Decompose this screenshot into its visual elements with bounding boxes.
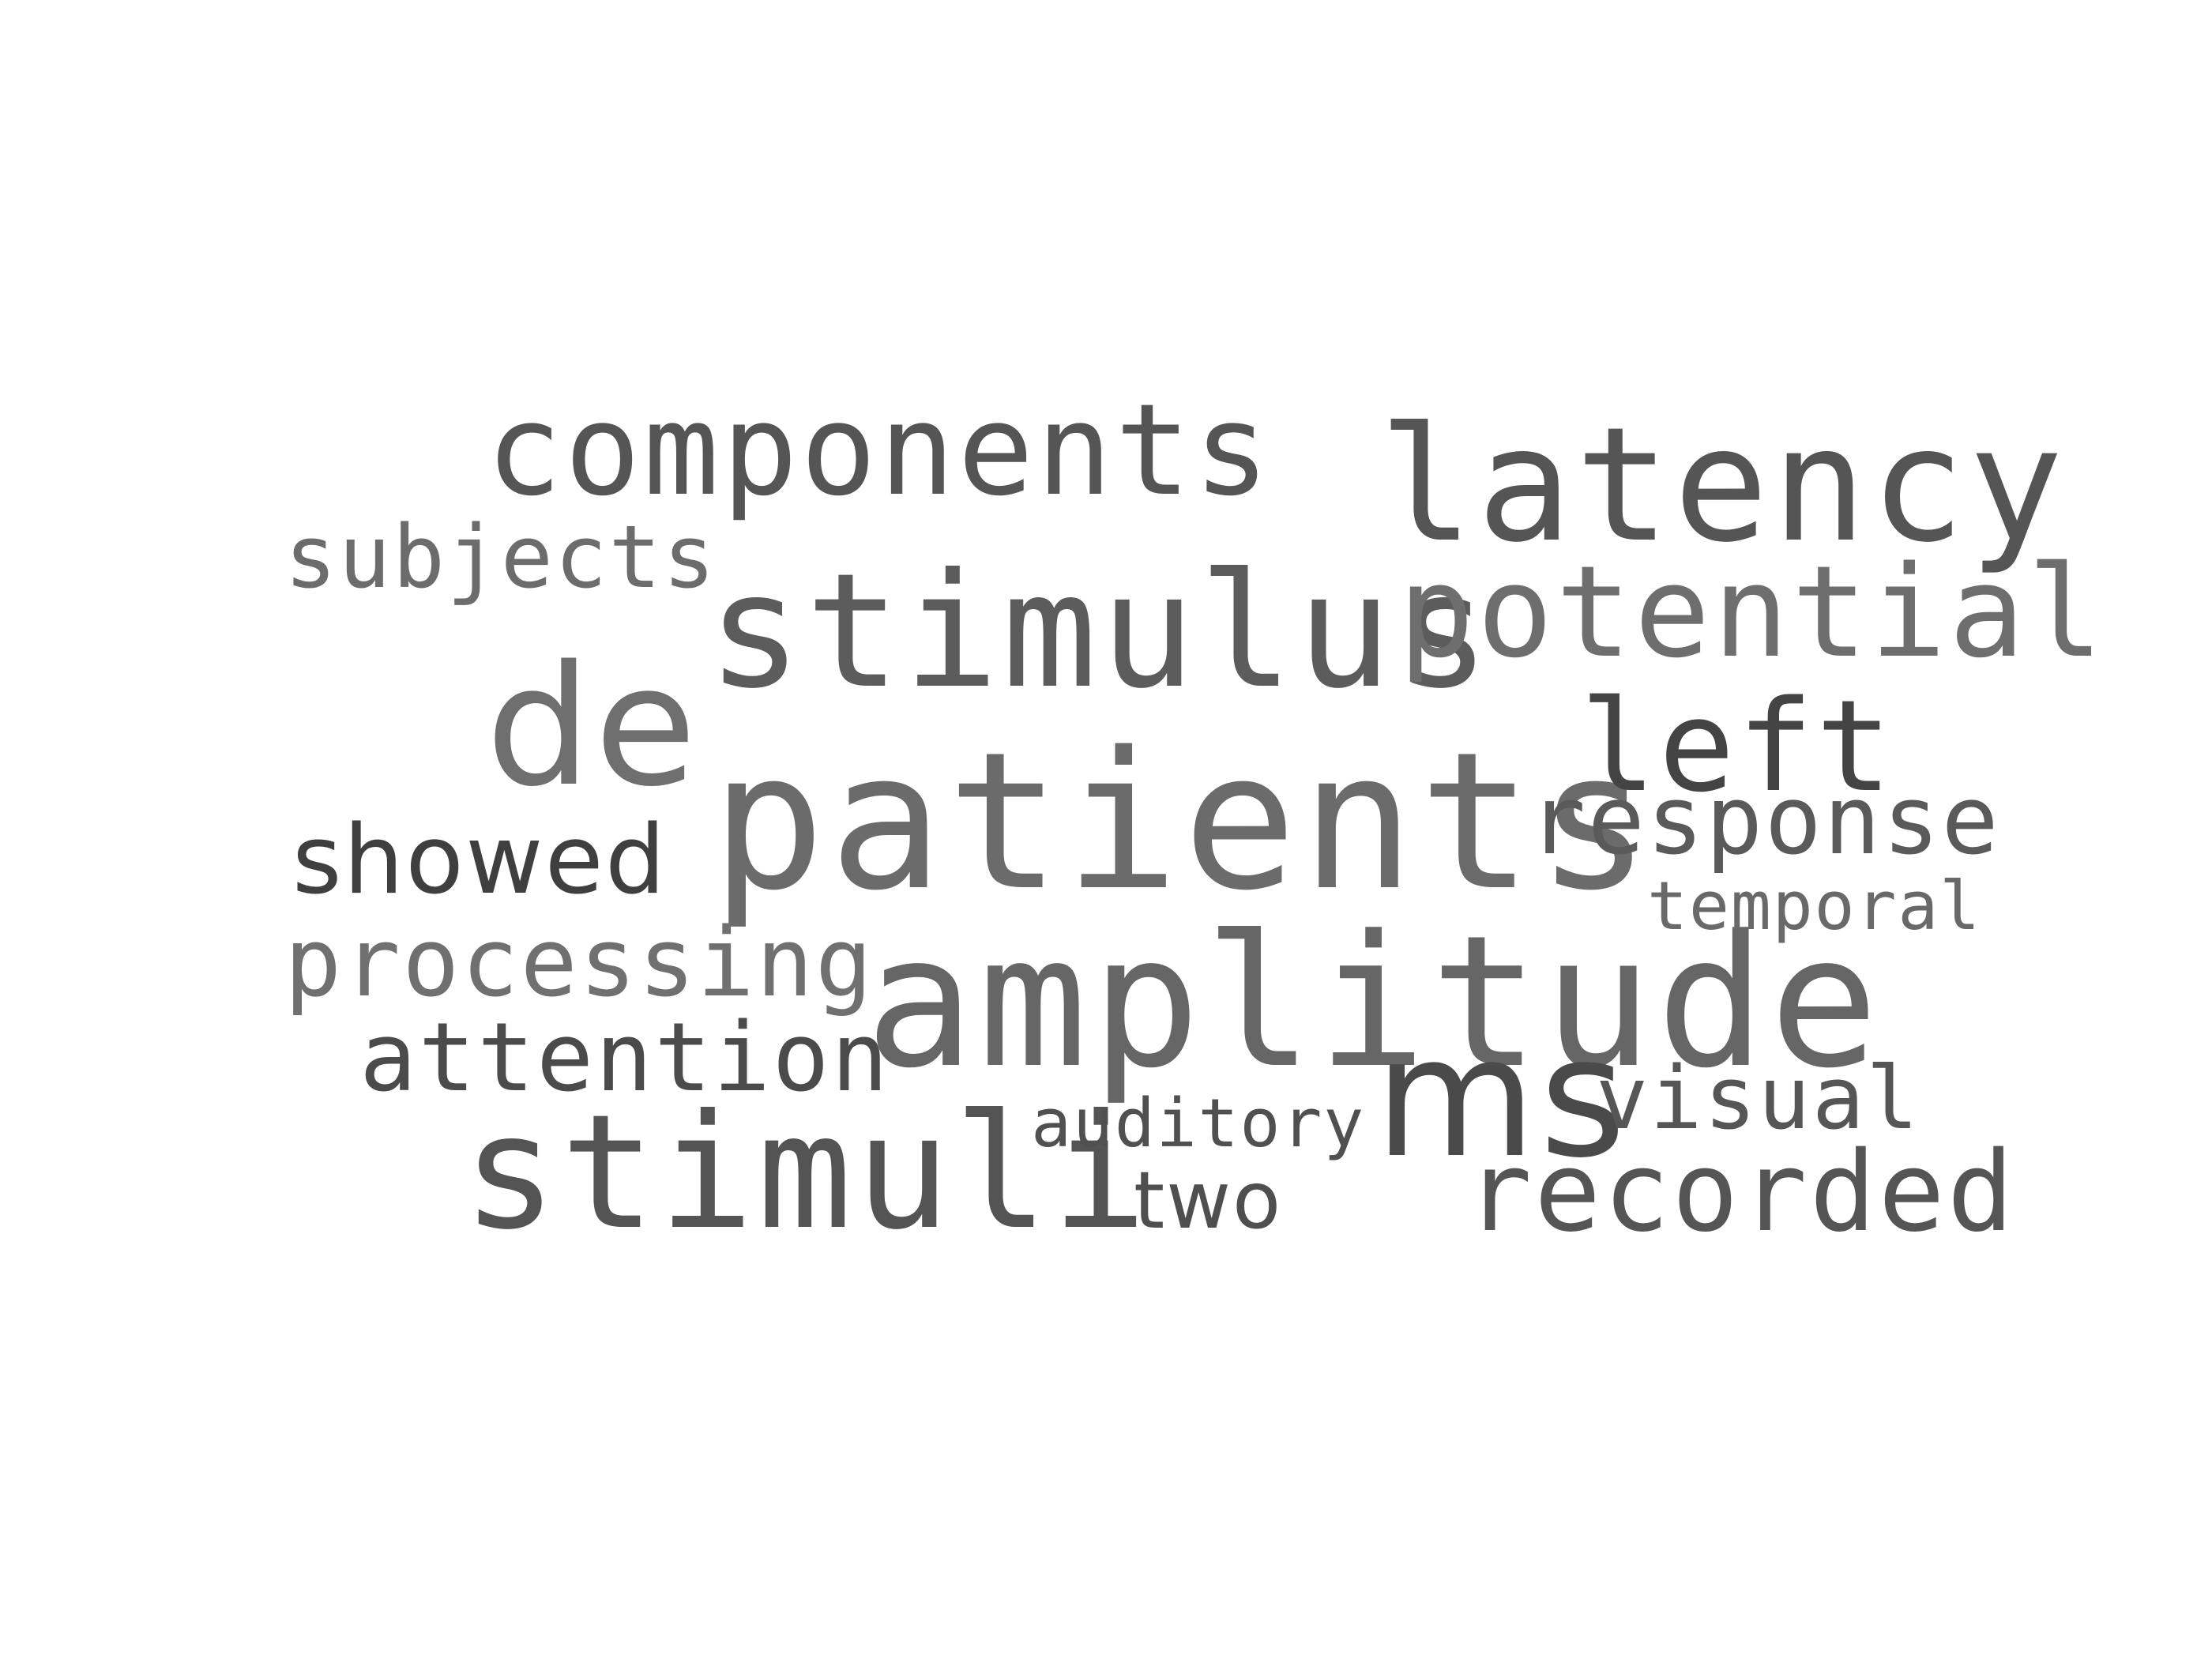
word-auditory: auditory	[1031, 1085, 1365, 1163]
word-components: components	[486, 376, 1273, 524]
word-attention: attention	[359, 1003, 890, 1113]
word-latency: latency	[1379, 393, 2067, 577]
word-subjects: subjects	[284, 506, 717, 608]
word-temporal: temporal	[1647, 867, 1981, 946]
word-processing: processing	[284, 908, 875, 1018]
word-de: de	[486, 630, 700, 823]
word-patients: patients	[711, 711, 1655, 932]
word-stimuli: stimuli	[462, 1081, 1150, 1265]
word-potential: potential	[1398, 538, 2106, 686]
word-two: two	[1134, 1154, 1283, 1247]
word-showed: showed	[292, 806, 668, 916]
word-left: left	[1580, 672, 1895, 820]
word-visual: visual	[1596, 1048, 1920, 1149]
word-response: response	[1529, 766, 2001, 876]
word-amplitude: amplitude	[865, 897, 1883, 1108]
word-stimulus: stimulus	[707, 540, 1494, 724]
word-recorded: recorded	[1465, 1128, 2016, 1257]
word-ms: ms	[1375, 1001, 1630, 1194]
